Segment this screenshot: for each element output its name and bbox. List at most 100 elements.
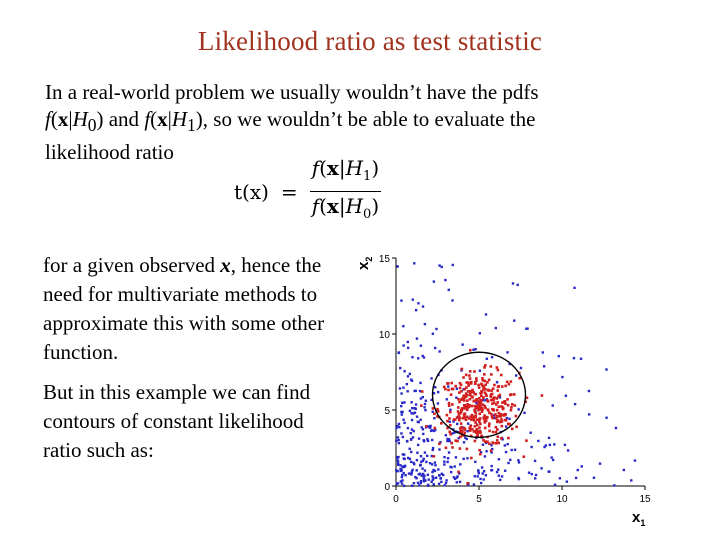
data-point-blue (466, 483, 470, 487)
data-point-red (484, 393, 488, 396)
data-point-blue (434, 386, 437, 389)
data-point-blue (553, 443, 556, 446)
data-point-red (488, 429, 491, 433)
data-point-red (458, 386, 462, 390)
data-point-blue (416, 451, 419, 454)
data-point-blue (508, 362, 511, 366)
data-point-red (420, 390, 424, 393)
data-point-red (486, 440, 489, 444)
data-point-red (483, 391, 487, 394)
data-point-red (488, 442, 491, 446)
data-point-red (473, 392, 477, 396)
data-point-red (477, 400, 481, 404)
data-point-blue (479, 477, 482, 481)
para1-pre: for a given observed (43, 253, 221, 277)
data-point-blue (438, 264, 441, 267)
data-point-red (506, 398, 509, 401)
data-point-blue (449, 470, 453, 474)
data-point-red (496, 401, 500, 404)
data-point-blue (411, 355, 414, 359)
data-point-red (447, 401, 451, 405)
data-point-red (495, 366, 499, 369)
pdf1-H: H (171, 107, 188, 131)
data-point-blue (414, 403, 418, 406)
data-point-blue (410, 470, 414, 473)
data-point-blue (401, 410, 404, 414)
data-point-red (483, 364, 487, 367)
data-point-red (477, 386, 481, 389)
data-point-red (504, 418, 508, 422)
data-point-red (456, 406, 460, 409)
data-point-blue (579, 357, 583, 360)
data-point-blue (410, 428, 414, 431)
num-H: H (345, 156, 364, 180)
data-point-red (540, 394, 544, 397)
data-point-red (472, 415, 476, 418)
data-point-blue (443, 484, 446, 487)
data-point-red (455, 416, 459, 420)
data-point-red (460, 397, 464, 401)
data-point-blue (481, 443, 485, 446)
data-point-blue (477, 472, 480, 475)
data-point-red (468, 426, 472, 430)
data-point-blue (426, 438, 429, 441)
data-point-blue (430, 438, 434, 442)
data-point-blue (423, 406, 426, 409)
data-point-blue (434, 476, 438, 479)
data-point-blue (519, 366, 523, 370)
data-point-blue (506, 351, 509, 354)
data-point-blue (408, 447, 411, 451)
data-point-blue (396, 459, 400, 463)
data-point-red (497, 405, 501, 409)
data-point-blue (511, 282, 515, 285)
data-point-blue (417, 302, 420, 305)
data-point-blue (460, 369, 463, 372)
data-point-blue (408, 372, 412, 376)
data-point-blue (406, 340, 409, 344)
data-point-red (470, 395, 474, 398)
data-point-red (452, 418, 456, 421)
data-point-blue (431, 410, 434, 414)
data-point-blue (402, 471, 405, 475)
data-point-blue (425, 460, 428, 464)
data-point-red (495, 415, 499, 418)
data-point-blue (447, 288, 450, 292)
data-point-blue (461, 343, 464, 346)
data-point-blue (399, 464, 402, 467)
data-point-blue (558, 477, 562, 480)
data-point-blue (421, 395, 425, 399)
data-point-blue (448, 439, 451, 443)
x-tick-label: 15 (639, 494, 651, 505)
data-point-red (465, 408, 469, 411)
data-point-blue (446, 456, 450, 460)
data-point-red (449, 423, 452, 427)
data-point-blue (630, 479, 633, 482)
data-point-red (457, 470, 460, 474)
data-point-red (484, 440, 487, 443)
data-point-blue (622, 468, 626, 472)
data-point-red (507, 382, 511, 386)
data-point-red (482, 388, 485, 391)
data-point-red (458, 416, 461, 420)
data-point-blue (550, 456, 553, 459)
data-point-red (486, 381, 489, 384)
x-tick-label: 5 (476, 494, 482, 505)
data-point-red (468, 370, 472, 373)
data-point-red (508, 422, 512, 426)
data-point-blue (498, 478, 502, 482)
data-point-blue (442, 473, 445, 477)
formula-denominator: f(x|H0) (311, 194, 380, 222)
data-point-blue (400, 432, 403, 435)
data-point-blue (401, 401, 404, 405)
data-point-red (510, 427, 514, 431)
data-point-blue (605, 416, 608, 419)
data-point-blue (420, 426, 423, 429)
data-point-red (460, 389, 463, 393)
data-point-blue (436, 390, 440, 394)
data-point-blue (399, 469, 402, 473)
data-point-blue (411, 436, 415, 439)
data-point-blue (402, 457, 406, 460)
data-point-red (489, 395, 493, 398)
x-tick-label: 0 (393, 494, 399, 505)
data-point-red (485, 416, 489, 420)
